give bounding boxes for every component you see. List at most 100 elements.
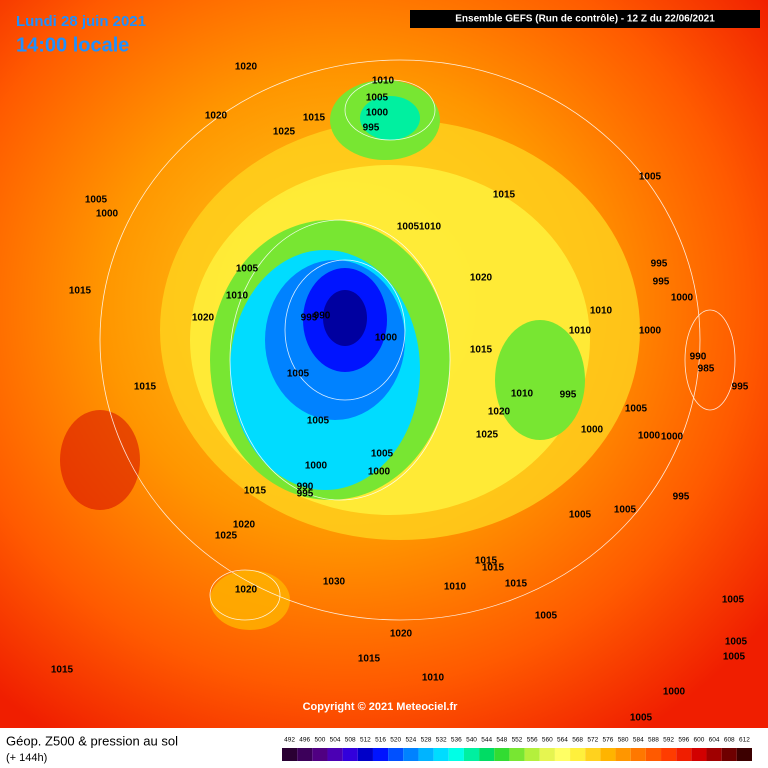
- footer-lead: (+ 144h): [6, 752, 47, 764]
- scale-label: 508: [345, 737, 356, 744]
- scale-swatch: [479, 748, 495, 761]
- isobar-label: 1000: [305, 461, 328, 472]
- scale-label: 580: [618, 737, 629, 744]
- height-field: [60, 410, 140, 510]
- isobar-label: 1015: [134, 382, 157, 393]
- isobar-label: 990: [314, 311, 331, 322]
- scale-swatch: [297, 748, 313, 761]
- scale-label: 492: [284, 737, 295, 744]
- scale-label: 504: [330, 737, 341, 744]
- isobar-label: 995: [732, 382, 749, 393]
- isobar-label: 1005: [236, 264, 259, 275]
- isobar-label: 995: [301, 313, 318, 324]
- isobar-label: 1005: [85, 195, 108, 206]
- isobar-label: 995: [673, 492, 690, 503]
- scale-swatch: [372, 748, 389, 761]
- scale-swatch: [403, 748, 419, 761]
- scale-label: 496: [299, 737, 310, 744]
- isobar-label: 1020: [192, 313, 215, 324]
- scale-label: 556: [527, 737, 538, 744]
- isobars: [99, 59, 736, 621]
- scale-swatch: [327, 748, 343, 761]
- isobar-label: 1005: [307, 416, 330, 427]
- isobar-label: 1015: [505, 579, 528, 590]
- scale-swatch: [524, 748, 540, 761]
- scale-swatch: [691, 748, 707, 761]
- scale-label: 568: [572, 737, 583, 744]
- scale-swatch: [494, 748, 510, 761]
- scale-label: 572: [587, 737, 598, 744]
- scale-swatch: [554, 748, 571, 761]
- scale-label: 512: [360, 737, 371, 744]
- isobar-label: 990: [297, 482, 314, 493]
- scale-label: 576: [603, 737, 614, 744]
- isobar-label: 1020: [235, 62, 258, 73]
- isobar-label: 1005: [287, 369, 310, 380]
- isobar-label: 1005: [397, 222, 420, 233]
- isobar-label: 1015: [482, 563, 505, 574]
- scale-swatch: [676, 748, 692, 761]
- scale-label: 524: [405, 737, 416, 744]
- scale-swatch: [585, 748, 601, 761]
- date: Lundi 28 juin 2021: [16, 13, 146, 30]
- scale-swatch: [342, 748, 358, 761]
- scale-label: 552: [512, 737, 523, 744]
- isobar-label: 1015: [69, 286, 92, 297]
- isobar-label: 1005: [569, 510, 592, 521]
- isobar-label: 1020: [205, 111, 228, 122]
- isobar-label: 1000: [375, 333, 398, 344]
- scale-label: 544: [481, 737, 492, 744]
- isobar-label: 1015: [358, 654, 381, 665]
- scale-swatch: [630, 748, 646, 761]
- isobar-label: 1010: [569, 326, 592, 337]
- scale-swatch: [312, 748, 328, 761]
- isobar-label: 1025: [273, 127, 296, 138]
- model-info: Ensemble GEFS (Run de contrôle) - 12 Z d…: [455, 14, 715, 25]
- scale-swatch: [645, 748, 662, 761]
- scale-label: 536: [451, 737, 462, 744]
- isobar-label: 1000: [96, 209, 119, 220]
- scale-swatch: [448, 748, 464, 761]
- scale-label: 520: [390, 737, 401, 744]
- scale-swatch: [357, 748, 373, 761]
- scale-label: 548: [496, 737, 507, 744]
- isobar-label: 1000: [368, 467, 391, 478]
- isobar-label: 1015: [475, 556, 498, 567]
- isobar-label: 995: [651, 259, 668, 270]
- isobar-label: 995: [653, 277, 670, 288]
- isobar-label: 1015: [51, 665, 74, 676]
- scale-swatch: [706, 748, 722, 761]
- footer-title: Géop. Z500 & pression au sol: [6, 733, 178, 748]
- isobar-label: 1010: [511, 389, 534, 400]
- scale-swatch: [282, 748, 298, 761]
- scale-label: 584: [633, 737, 644, 744]
- isobar-label: 1010: [419, 222, 442, 233]
- scale-label: 500: [314, 737, 325, 744]
- scale-swatch: [539, 748, 555, 761]
- isobar-label: 1005: [725, 637, 748, 648]
- height-field: [360, 96, 420, 140]
- model-banner: [410, 10, 760, 28]
- isobar-label: 1005: [722, 595, 745, 606]
- scale-swatch: [463, 748, 480, 761]
- isobar-label: 1025: [476, 430, 499, 441]
- isobar-label: 1025: [215, 531, 238, 542]
- scale-label: 600: [694, 737, 705, 744]
- isobar-label: 1010: [444, 582, 467, 593]
- scale-label: 612: [739, 737, 750, 744]
- height-field: [495, 320, 585, 440]
- isobar-label: 990: [690, 352, 707, 363]
- isobar-label: 1005: [366, 93, 389, 104]
- scale-swatch: [570, 748, 586, 761]
- scale-label: 588: [648, 737, 659, 744]
- scale-label: 596: [678, 737, 689, 744]
- isobar-label: 1005: [535, 611, 558, 622]
- isobar-label: 1030: [323, 577, 346, 588]
- isobar-label: 1015: [244, 486, 267, 497]
- isobar-labels: 1020102010251015101010051000995101510051…: [51, 62, 749, 724]
- isobar-label: 1000: [581, 425, 604, 436]
- isobar-label: 1010: [226, 291, 249, 302]
- scale-label: 604: [709, 737, 720, 744]
